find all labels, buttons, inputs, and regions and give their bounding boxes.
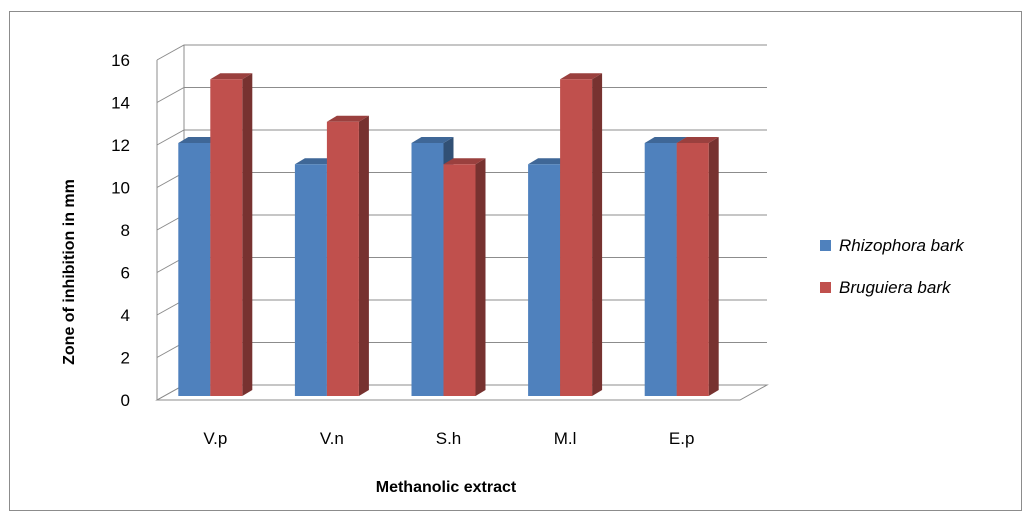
legend-label: Rhizophora bark: [839, 236, 965, 255]
bar-V.n-series2: [326, 115, 369, 396]
x-tick-label: V.n: [320, 429, 344, 448]
y-tick-label: 12: [111, 136, 130, 155]
y-axis-ticks: 0 2 4 6 8 10 12 14 16: [111, 51, 130, 410]
x-tick-label: V.p: [203, 429, 227, 448]
y-tick-label: 10: [111, 179, 130, 198]
bars: [178, 73, 719, 396]
legend: Rhizophora bark Bruguiera bark: [820, 236, 965, 297]
bar-V.p-series2: [210, 73, 253, 396]
gridline: [156, 44, 767, 61]
y-tick-label: 8: [121, 221, 130, 240]
y-tick-label: 0: [121, 391, 130, 410]
legend-label: Bruguiera bark: [839, 278, 952, 297]
x-axis-title: Methanolic extract: [376, 479, 517, 496]
bar-M.l-series2: [560, 73, 603, 396]
legend-swatch: [820, 240, 831, 251]
y-tick-label: 14: [111, 94, 130, 113]
chart-floor: [155, 384, 769, 401]
y-tick-label: 4: [121, 306, 130, 325]
legend-swatch: [820, 282, 831, 293]
y-tick-label: 2: [121, 349, 130, 368]
x-tick-label: E.p: [669, 429, 695, 448]
bar-E.p-series2: [676, 137, 719, 396]
x-tick-label: S.h: [436, 429, 462, 448]
y-tick-label: 16: [111, 51, 130, 70]
x-axis-ticks: V.p V.n S.h M.l E.p: [203, 429, 694, 448]
x-tick-label: M.l: [554, 429, 577, 448]
y-tick-label: 6: [121, 264, 130, 283]
bar-S.h-series2: [443, 158, 486, 396]
y-axis-title: Zone of inhibition in mm: [61, 179, 78, 365]
